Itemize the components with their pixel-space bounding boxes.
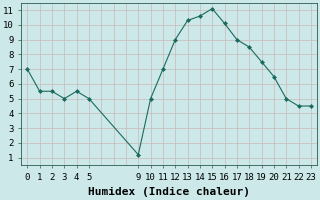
X-axis label: Humidex (Indice chaleur): Humidex (Indice chaleur) — [88, 187, 250, 197]
